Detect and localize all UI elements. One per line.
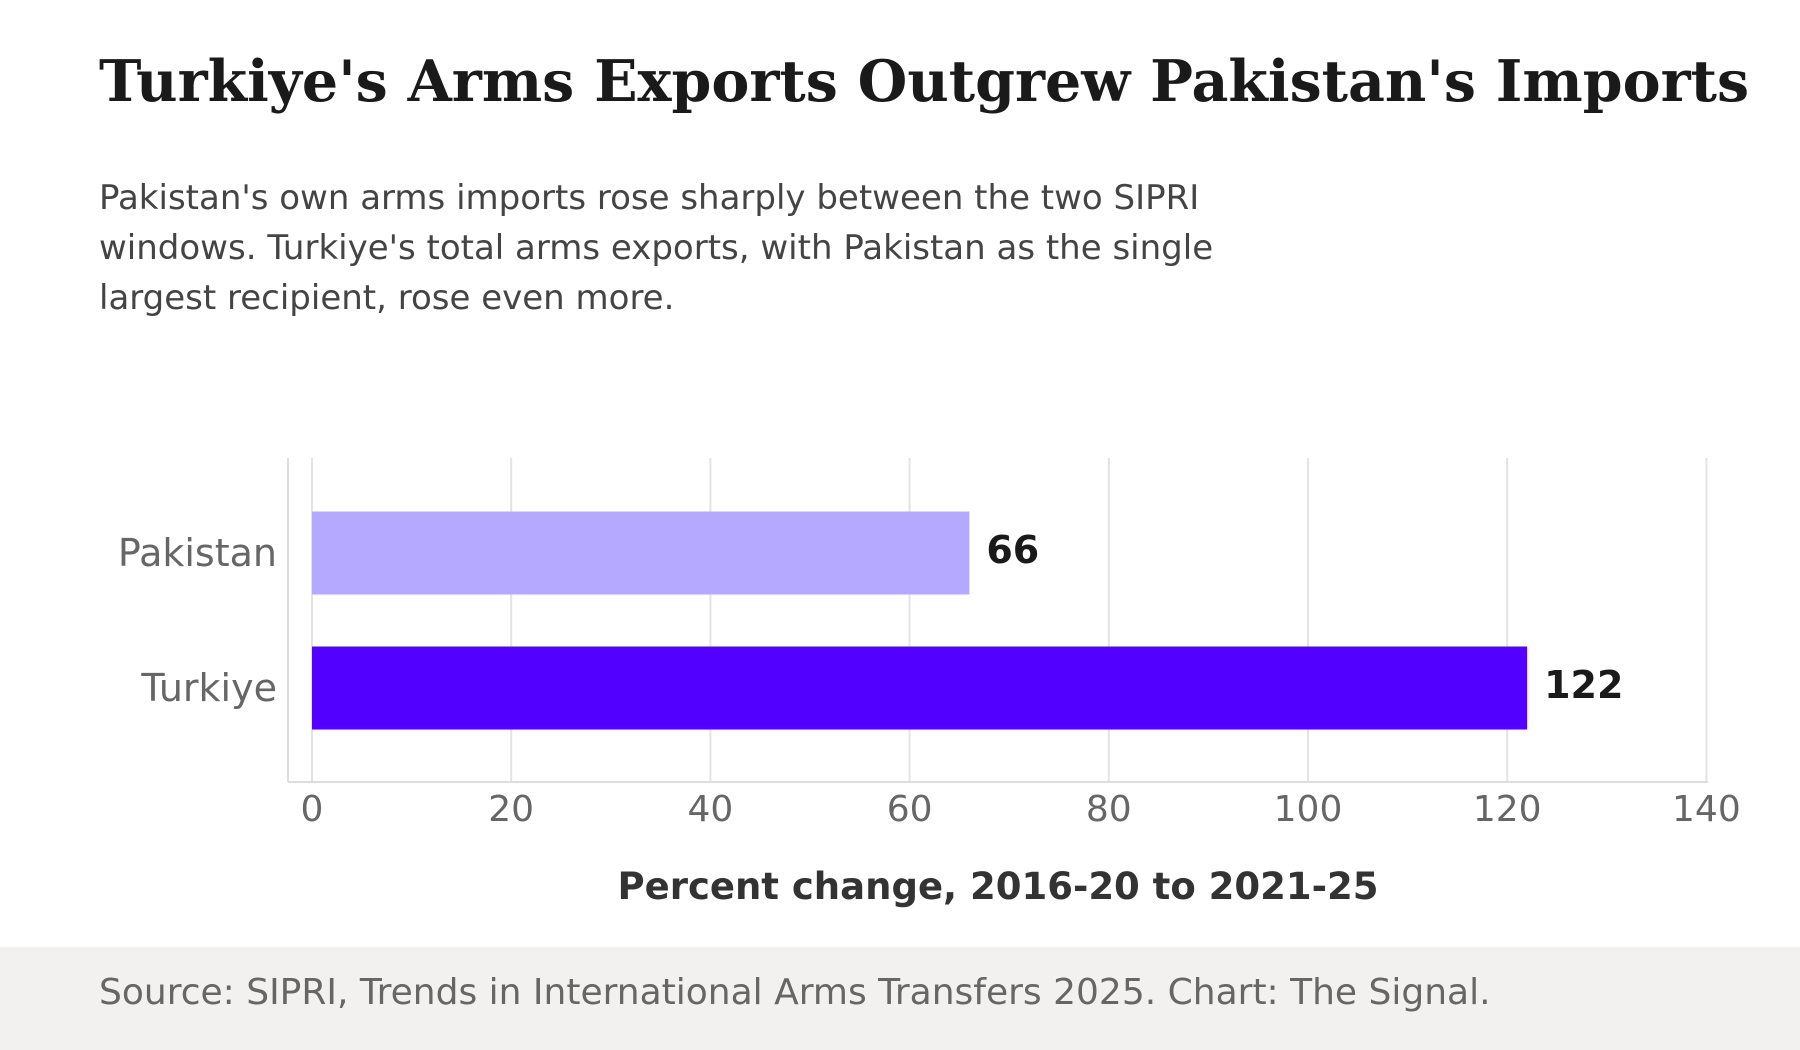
data-label: 122 <box>1544 663 1623 707</box>
x-tick-label: 100 <box>1274 789 1343 830</box>
source-note: Source: SIPRI, Trends in International A… <box>99 972 1491 1013</box>
x-tick-label: 40 <box>687 789 733 830</box>
x-tick-label: 140 <box>1672 789 1741 830</box>
x-tick-label: 0 <box>301 789 324 830</box>
gridlines <box>312 458 1706 782</box>
bars: Pakistan 66 Turkiye 122 <box>118 512 1624 730</box>
x-tick-label: 120 <box>1473 789 1542 830</box>
x-axis-label: Percent change, 2016-20 to 2021-25 <box>617 865 1378 908</box>
category-label: Turkiye <box>140 666 277 710</box>
x-tick-label: 80 <box>1086 789 1132 830</box>
x-tick-labels: 0 20 40 60 80 100 120 140 <box>301 789 1741 830</box>
data-label: 66 <box>986 528 1039 572</box>
x-tick-label: 60 <box>887 789 933 830</box>
bar-pakistan <box>312 512 969 595</box>
x-tick-label: 20 <box>488 789 534 830</box>
category-label: Pakistan <box>118 531 277 575</box>
bar-turkiye <box>312 647 1527 730</box>
